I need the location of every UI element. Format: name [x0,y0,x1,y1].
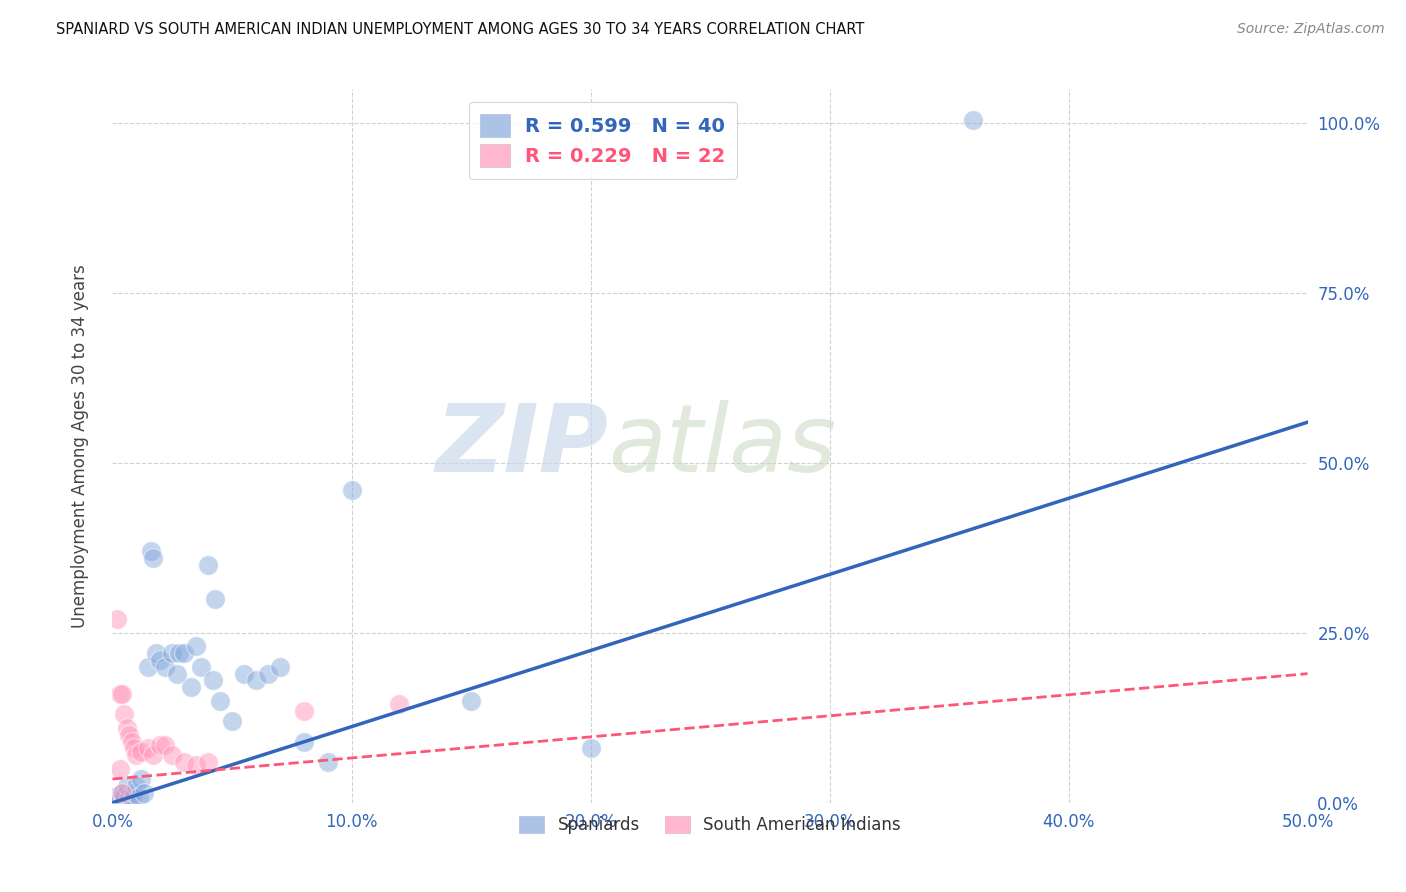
Point [121,734,143,748]
Point [204,591,226,606]
Point [115,721,138,735]
Point [105,789,128,803]
Point [388,698,411,712]
Point [132,786,155,800]
Point [162,646,183,660]
Point [962,112,984,127]
Point [118,728,141,742]
Point [142,551,165,566]
Point [111,786,134,800]
Point [149,738,172,752]
Point [114,789,135,803]
Point [340,483,363,498]
Point [115,779,138,793]
Point [233,666,256,681]
Legend: Spaniards, South American Indians: Spaniards, South American Indians [513,809,907,841]
Point [111,687,134,701]
Point [166,666,188,681]
Point [186,758,208,772]
Point [108,792,131,806]
Point [316,755,339,769]
Point [197,755,219,769]
Point [121,792,143,806]
Y-axis label: Unemployment Among Ages 30 to 34 years: Unemployment Among Ages 30 to 34 years [70,264,89,628]
Point [129,772,152,786]
Point [173,755,195,769]
Point [257,666,280,681]
Point [186,640,208,654]
Point [108,687,131,701]
Point [153,738,176,752]
Point [105,612,128,626]
Point [180,680,202,694]
Point [292,704,315,718]
Text: atlas: atlas [609,401,837,491]
Point [221,714,243,729]
Point [111,786,134,800]
Text: SPANIARD VS SOUTH AMERICAN INDIAN UNEMPLOYMENT AMONG AGES 30 TO 34 YEARS CORRELA: SPANIARD VS SOUTH AMERICAN INDIAN UNEMPL… [56,22,865,37]
Point [138,741,160,756]
Point [460,694,482,708]
Point [190,660,212,674]
Point [122,786,145,800]
Point [145,646,167,660]
Point [173,646,195,660]
Point [129,745,152,759]
Point [125,779,148,793]
Point [169,646,191,660]
Point [162,748,183,763]
Text: Source: ZipAtlas.com: Source: ZipAtlas.com [1237,22,1385,37]
Point [292,734,315,748]
Point [138,660,160,674]
Point [142,748,165,763]
Point [139,544,162,558]
Text: ZIP: ZIP [436,400,609,492]
Point [108,762,131,776]
Point [269,660,291,674]
Point [197,558,219,572]
Point [201,673,224,688]
Point [128,790,150,805]
Point [153,660,176,674]
Point [245,673,267,688]
Point [122,741,145,756]
Point [114,707,135,722]
Point [118,790,141,805]
Point [125,748,148,763]
Point [209,694,232,708]
Point [149,653,172,667]
Point [579,741,602,756]
